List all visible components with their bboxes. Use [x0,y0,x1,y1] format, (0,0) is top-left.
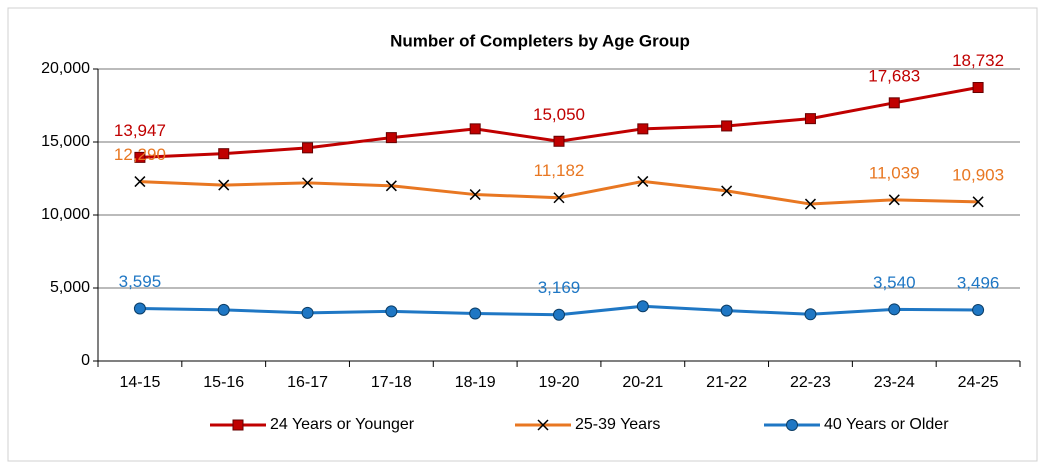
marker [469,189,481,201]
marker [217,303,230,316]
marker [637,123,649,135]
chart-title: Number of Completers by Age Group [390,31,690,50]
marker [385,305,398,318]
marker [720,304,733,317]
marker [385,180,397,192]
data-label: 3,496 [957,273,1000,292]
marker [888,303,901,316]
x-tick-label: 21-22 [706,374,747,391]
marker [804,198,816,210]
marker [134,151,146,163]
marker [972,82,984,94]
marker [888,97,900,109]
marker [637,175,649,187]
marker [804,113,816,125]
data-label: 11,039 [869,163,920,182]
marker [721,185,733,197]
marker [537,419,549,431]
data-label: 18,732 [952,51,1004,70]
data-label: 12,290 [114,145,166,164]
marker [302,142,314,154]
marker [972,196,984,208]
x-tick-label: 20-21 [622,374,663,391]
marker [972,303,985,316]
x-tick-label: 18-19 [455,374,496,391]
y-tick-label: 20,000 [41,60,90,77]
data-label: 3,595 [119,272,162,291]
data-label: 13,947 [114,121,166,140]
marker [133,302,146,315]
marker [134,176,146,188]
chart-border [7,7,1038,462]
x-tick-label: 23-24 [874,374,915,391]
marker [553,192,565,204]
marker [553,135,565,147]
marker [218,148,230,160]
data-label: 10,903 [952,165,1004,184]
x-tick-label: 14-15 [119,374,160,391]
legend-label: 25-39 Years [575,416,660,433]
marker [721,120,733,132]
marker [385,132,397,144]
data-label: 11,182 [534,161,585,180]
data-label: 17,683 [868,66,920,85]
x-tick-label: 24-25 [958,374,999,391]
legend-label: 40 Years or Older [824,416,949,433]
data-label: 15,050 [533,105,585,124]
marker [301,306,314,319]
marker [888,194,900,206]
marker [804,308,817,321]
marker [302,177,314,189]
marker [469,123,481,135]
x-tick-label: 16-17 [287,374,328,391]
data-label: 3,169 [538,278,581,297]
y-tick-label: 5,000 [50,279,90,296]
marker [786,419,798,431]
y-tick-label: 15,000 [41,133,90,150]
marker [232,419,244,431]
x-tick-label: 15-16 [203,374,244,391]
y-tick-label: 0 [81,352,90,369]
x-tick-label: 19-20 [539,374,580,391]
marker [553,308,565,321]
marker [636,300,649,313]
marker [469,307,482,320]
data-label: 3,540 [873,273,916,292]
marker [218,179,230,191]
y-tick-label: 10,000 [41,206,90,223]
x-tick-label: 22-23 [790,374,831,391]
x-tick-label: 17-18 [371,374,412,391]
legend-label: 24 Years or Younger [270,416,415,433]
